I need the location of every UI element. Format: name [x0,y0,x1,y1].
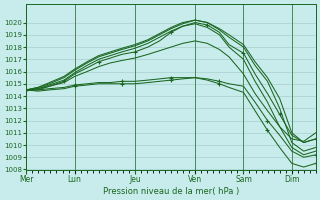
X-axis label: Pression niveau de la mer( hPa ): Pression niveau de la mer( hPa ) [103,187,239,196]
